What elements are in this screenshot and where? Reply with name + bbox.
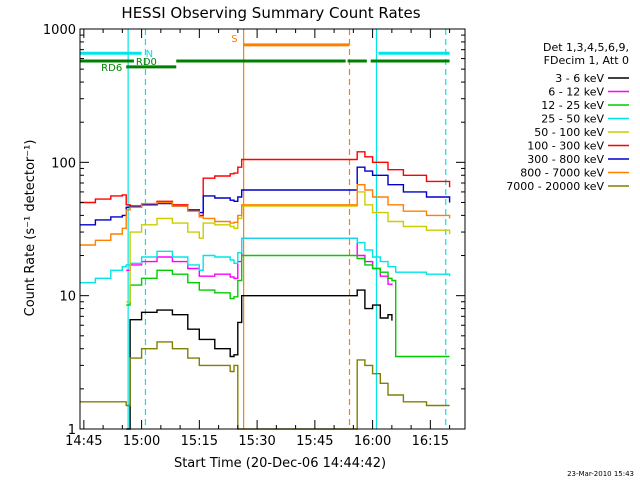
- plot-frame: [79, 28, 466, 430]
- x-tick-label-2: 15:15: [181, 434, 218, 449]
- series-line-5: [80, 151, 451, 217]
- legend-label-3: 25 - 50 keV: [541, 113, 604, 126]
- legend-label-6: 300 - 800 keV: [527, 153, 604, 166]
- y-tick-label-0: 1: [68, 423, 76, 438]
- legend-label-2: 12 - 25 keV: [541, 99, 604, 112]
- series-line-8: [80, 341, 450, 430]
- series-lines: [80, 151, 451, 430]
- series-line-4: [126, 191, 451, 303]
- x-tick-label-6: 16:15: [412, 434, 449, 449]
- flag-label-0: N: [146, 49, 153, 60]
- flag-label-4: S: [231, 34, 237, 45]
- x-tick-label-1: 15:00: [123, 434, 160, 449]
- footer-timestamp: 23-Mar-2010 15:43: [567, 470, 634, 478]
- flag-label-2: RD6: [101, 63, 122, 74]
- x-tick-label-5: 16:00: [354, 434, 391, 449]
- x-tick-label-3: 15:30: [238, 434, 275, 449]
- legend-header-line-2: FDecim 1, Att 0: [544, 54, 629, 67]
- chart-title: HESSI Observing Summary Count Rates: [121, 4, 420, 22]
- flag-label-1: RD0: [136, 57, 157, 68]
- x-tick-label-4: 15:45: [296, 434, 333, 449]
- axes: 1 10 100 1000 14:45 15:00 15:15 15:30 15:45 16:00…: [43, 23, 466, 449]
- x-axis-label: Start Time (20-Dec-06 14:44:42): [174, 456, 386, 471]
- legend-label-7: 800 - 7000 keV: [520, 167, 604, 180]
- series-line-6: [80, 166, 451, 226]
- legend-header-line-1: Det 1,3,4,5,6,9,: [543, 41, 629, 54]
- series-line-3: [80, 237, 451, 284]
- legend-label-1: 6 - 12 keV: [548, 86, 604, 99]
- y-tick-label-2: 100: [51, 156, 76, 171]
- y-axis-label: Count Rate (s⁻¹ detector⁻¹): [23, 140, 38, 317]
- y-tick-label-1: 10: [59, 290, 76, 305]
- series-line-0: [126, 289, 393, 430]
- series-line-7: [80, 184, 451, 246]
- legend-label-8: 7000 - 20000 keV: [506, 180, 604, 193]
- legend-label-4: 50 - 100 keV: [534, 126, 604, 139]
- legend-label-0: 3 - 6 keV: [555, 72, 604, 85]
- series-line-1: [126, 237, 393, 286]
- legend-label-5: 100 - 300 keV: [527, 140, 604, 153]
- vertical-markers: [127, 29, 447, 429]
- y-tick-label-3: 1000: [43, 23, 76, 38]
- series-line-2: [126, 254, 450, 358]
- x-tick-label-0: 14:45: [65, 434, 102, 449]
- legend: Det 1,3,4,5,6,9, FDecim 1, Att 0 3 - 6 k…: [506, 41, 629, 193]
